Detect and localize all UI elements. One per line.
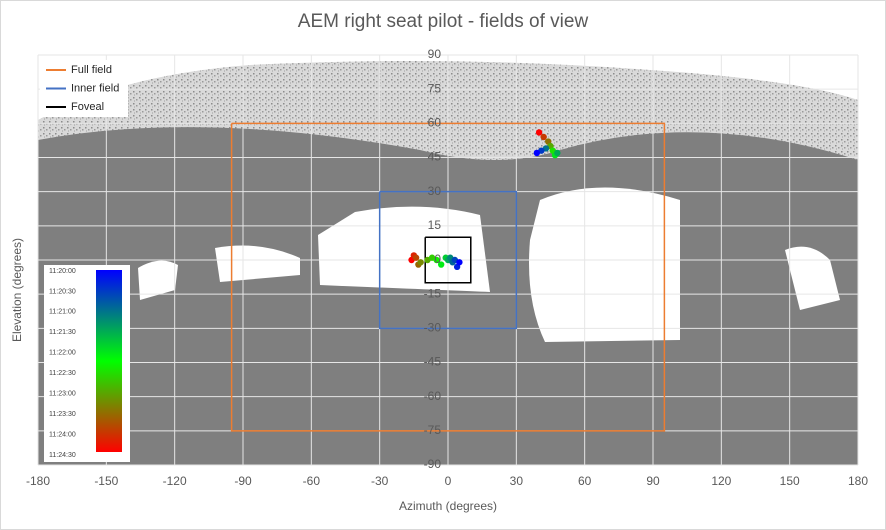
plot <box>230 122 666 432</box>
colorbar: 11:20:00 11:20:30 11:21:00 11:21:30 11:22:00… <box>44 265 130 462</box>
gaze-point <box>456 259 463 266</box>
x-tick-label: 90 <box>646 474 660 488</box>
y-tick-label: 60 <box>428 116 442 130</box>
gaze-point <box>417 259 424 266</box>
colorbar-label: 11:22:00 <box>49 350 76 357</box>
field-boundary <box>424 236 472 284</box>
y-tick-label: -75 <box>424 423 442 437</box>
gaze-point <box>437 261 445 268</box>
chart-title: AEM right seat pilot - fields of view <box>298 11 589 32</box>
x-tick-label: -30 <box>371 474 389 488</box>
colorbar-label: 11:24:00 <box>49 431 76 438</box>
colorbar-label: 11:20:30 <box>49 288 76 295</box>
field-boundary <box>230 122 666 432</box>
x-tick-label: 120 <box>711 474 731 488</box>
colorbar-label: 11:22:30 <box>49 370 76 377</box>
gaze-point <box>412 254 420 261</box>
x-axis-title: Azimuth (degrees) <box>399 499 497 513</box>
x-tick-label: -90 <box>234 474 252 488</box>
colorbar-label: 11:23:00 <box>49 391 76 398</box>
x-tick-label: 180 <box>848 474 868 488</box>
field-boundary <box>378 190 518 330</box>
y-tick-label: 15 <box>428 218 442 232</box>
y-axis-title: Elevation (degrees) <box>10 238 24 342</box>
y-tick-label: -45 <box>424 355 442 369</box>
y-tick-label: 0 <box>434 252 441 266</box>
colorbar-label: 11:20:00 <box>49 268 76 275</box>
x-tick-label: -150 <box>94 474 118 488</box>
gaze-point <box>535 129 543 136</box>
grid <box>37 54 859 466</box>
y-tick-label: 45 <box>428 150 442 164</box>
legend-label: Inner field <box>71 82 119 94</box>
legend-label: Full field <box>71 64 112 76</box>
y-tick-label: 75 <box>428 81 442 95</box>
colorbar-gradient <box>96 270 122 452</box>
x-tick-label: 150 <box>780 474 800 488</box>
gaze-point <box>540 133 547 141</box>
colorbar-label: 11:21:30 <box>49 329 76 336</box>
x-tick-label: -60 <box>303 474 321 488</box>
y-tick-label: -90 <box>424 457 442 471</box>
colorbar-label: 11:21:00 <box>49 309 76 316</box>
x-tick-label: -180 <box>26 474 50 488</box>
colorbar-label: 11:23:30 <box>49 411 76 418</box>
y-tick-label: -15 <box>424 286 442 300</box>
legend-label: Foveal <box>71 101 104 113</box>
gaze-point <box>433 256 440 264</box>
x-tick-label: -120 <box>163 474 187 488</box>
y-tick-label: -30 <box>424 321 442 335</box>
x-tick-label: 30 <box>510 474 524 488</box>
legend: Full field Inner field Foveal <box>40 60 128 117</box>
y-tick-label: 90 <box>428 47 442 61</box>
x-tick-label: 0 <box>445 474 452 488</box>
gaze-point <box>533 149 541 157</box>
y-tick-label: 30 <box>428 184 442 198</box>
gaze-point <box>554 149 561 157</box>
x-tick-label: 60 <box>578 474 592 488</box>
y-tick-label: -60 <box>424 389 442 403</box>
colorbar-label: 11:24:30 <box>49 452 76 459</box>
